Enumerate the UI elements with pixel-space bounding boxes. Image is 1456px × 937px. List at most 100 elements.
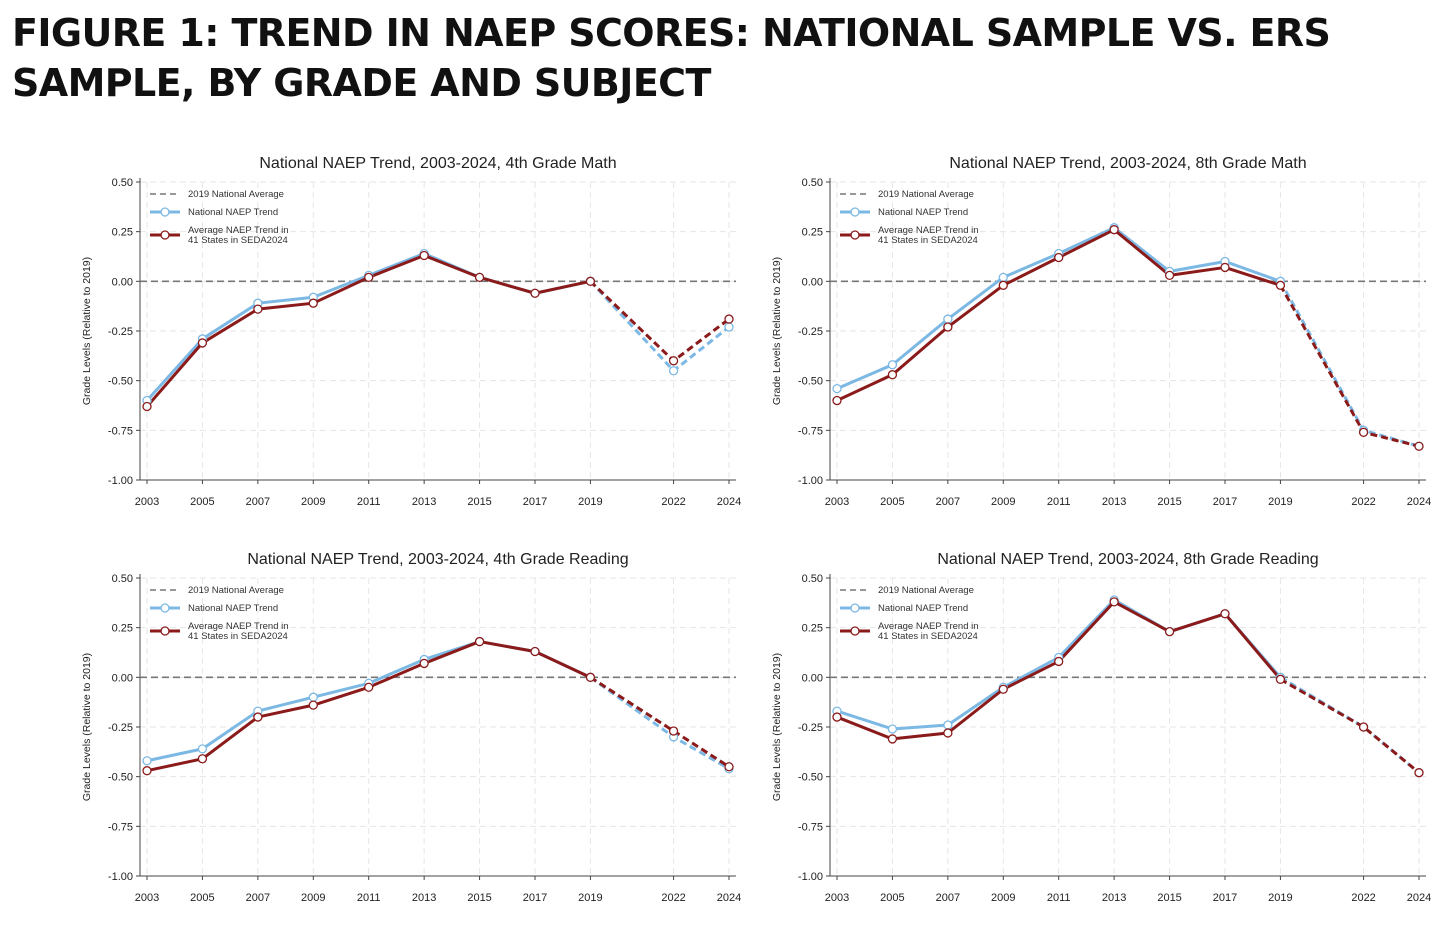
x-tick-label: 2024: [717, 892, 741, 904]
data-point-national: [887, 360, 898, 370]
data-point-national: [142, 756, 152, 766]
chart-panel-4th-grade-reading: National NAEP Trend, 2003-2024, 4th Grad…: [70, 544, 750, 921]
x-tick-label: 2019: [1268, 892, 1292, 904]
data-point-seda: [668, 726, 679, 736]
chart-title: National NAEP Trend, 2003-2024, 8th Grad…: [949, 155, 1306, 172]
data-point-seda: [419, 250, 429, 261]
x-tick-label: 2011: [1047, 496, 1071, 508]
legend-marker-seda: [850, 626, 860, 636]
y-tick-label: -0.25: [108, 722, 133, 734]
data-point-seda: [1275, 674, 1286, 684]
chart-panel-8th-grade-math: National NAEP Trend, 2003-2024, 8th Grad…: [760, 148, 1440, 525]
data-point-seda: [197, 754, 208, 764]
x-tick-label: 2022: [1351, 496, 1375, 508]
data-point-seda: [253, 712, 263, 722]
y-tick-label: -0.50: [798, 376, 823, 388]
x-tick-label: 2005: [190, 892, 214, 904]
data-point-seda: [1414, 441, 1424, 451]
data-point-seda: [724, 762, 734, 772]
chart-panel-4th-grade-math: National NAEP Trend, 2003-2024, 4th Grad…: [70, 148, 750, 525]
chart-title: National NAEP Trend, 2003-2024, 4th Grad…: [247, 551, 628, 568]
data-point-seda: [530, 288, 540, 298]
y-tick-label: -0.75: [798, 425, 823, 437]
data-point-seda: [1275, 280, 1286, 290]
series-line-projection-seda: [589, 676, 730, 768]
legend-label-reference: 2019 National Average: [188, 189, 284, 200]
legend-label-seda-line1: Average NAEP Trend in: [188, 621, 289, 632]
data-point-seda: [998, 280, 1008, 290]
x-tick-label: 2007: [246, 496, 270, 508]
legend-label-seda-line2: 41 States in SEDA2024: [878, 631, 978, 642]
y-tick-label: 0.00: [112, 276, 133, 288]
data-point-seda: [1164, 270, 1175, 281]
y-tick-label: -0.50: [798, 772, 823, 784]
x-tick-label: 2005: [880, 496, 904, 508]
y-tick-label: 0.00: [802, 276, 823, 288]
x-tick-label: 2019: [578, 496, 602, 508]
y-tick-label: -0.25: [798, 722, 823, 734]
y-tick-label: -0.50: [108, 376, 133, 388]
data-point-national: [308, 692, 318, 702]
data-point-national: [668, 366, 679, 376]
x-tick-label: 2013: [1102, 496, 1126, 508]
x-tick-label: 2017: [1213, 892, 1237, 904]
data-point-seda: [1054, 252, 1064, 263]
data-point-national: [197, 744, 208, 754]
x-tick-label: 2017: [523, 496, 547, 508]
x-tick-label: 2022: [661, 892, 685, 904]
x-tick-label: 2007: [246, 892, 270, 904]
legend-label-reference: 2019 National Average: [878, 585, 974, 596]
legend: 2019 National Average National NAEP Trend…: [150, 189, 289, 246]
y-tick-label: -1.00: [108, 475, 133, 487]
data-point-national: [887, 724, 898, 734]
data-point-seda: [474, 272, 485, 283]
legend-label-seda-line1: Average NAEP Trend in: [878, 621, 979, 632]
x-tick-label: 2007: [936, 496, 960, 508]
data-point-seda: [998, 684, 1008, 694]
data-point-seda: [530, 646, 540, 657]
x-tick-label: 2024: [1407, 496, 1431, 508]
x-tick-label: 2003: [825, 892, 849, 904]
x-tick-label: 2019: [1268, 496, 1292, 508]
series-line-projection-seda: [1279, 678, 1420, 774]
chart-panel-8th-grade-reading: National NAEP Trend, 2003-2024, 8th Grad…: [760, 544, 1440, 921]
data-point-seda: [943, 322, 953, 332]
x-tick-label: 2013: [412, 496, 436, 508]
y-axis-label: Grade Levels (Relative to 2019): [81, 653, 93, 801]
x-tick-label: 2024: [717, 496, 741, 508]
legend-label-national: National NAEP Trend: [878, 207, 968, 218]
x-tick-label: 2017: [523, 892, 547, 904]
chart-4th-grade-reading: National NAEP Trend, 2003-2024, 4th Grad…: [81, 551, 741, 904]
data-point-national: [943, 314, 953, 324]
x-tick-label: 2015: [467, 892, 491, 904]
data-point-seda: [832, 712, 842, 722]
legend: 2019 National Average National NAEP Trend…: [840, 189, 979, 246]
series-line-projection-national: [1279, 280, 1420, 448]
data-point-seda: [1109, 225, 1119, 235]
y-tick-label: 0.50: [802, 573, 823, 585]
x-tick-label: 2009: [991, 496, 1015, 508]
series-line-projection-seda: [589, 280, 730, 363]
series-line-projection-national: [589, 280, 730, 373]
x-tick-label: 2022: [1351, 892, 1375, 904]
legend-label-seda-line2: 41 States in SEDA2024: [188, 631, 288, 642]
chart-4th-grade-math: National NAEP Trend, 2003-2024, 4th Grad…: [81, 155, 741, 508]
y-tick-label: 0.00: [802, 672, 823, 684]
data-point-seda: [1358, 722, 1369, 732]
data-point-seda: [585, 672, 596, 682]
x-tick-label: 2005: [880, 892, 904, 904]
x-tick-label: 2015: [467, 496, 491, 508]
legend-marker-seda: [160, 230, 170, 240]
data-point-seda: [1220, 609, 1230, 619]
legend-marker-national: [850, 603, 860, 613]
y-tick-label: -0.75: [798, 821, 823, 833]
data-point-national: [724, 322, 734, 332]
chart-8th-grade-reading: National NAEP Trend, 2003-2024, 8th Grad…: [771, 551, 1431, 904]
y-tick-label: -0.75: [108, 425, 133, 437]
legend-label-seda-line2: 41 States in SEDA2024: [188, 235, 288, 246]
y-tick-label: -0.25: [798, 326, 823, 338]
y-tick-label: -1.00: [108, 871, 133, 883]
x-tick-label: 2013: [1102, 892, 1126, 904]
legend-marker-national: [850, 207, 860, 217]
y-tick-label: -1.00: [798, 871, 823, 883]
